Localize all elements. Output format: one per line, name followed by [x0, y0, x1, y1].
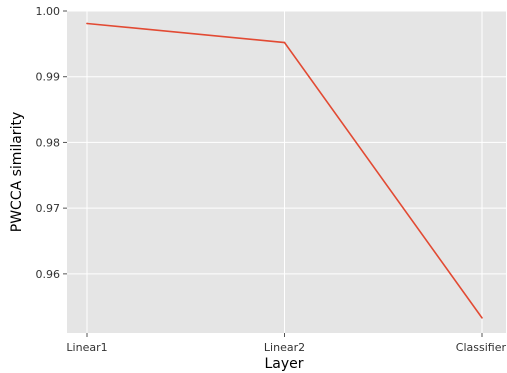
plot-area — [67, 11, 506, 333]
y-tick-label: 1.00 — [36, 5, 61, 18]
data-point — [481, 317, 483, 319]
x-tick-label: Linear1 — [66, 341, 107, 354]
y-tick-label: 0.96 — [36, 268, 61, 281]
data-point — [86, 22, 88, 25]
y-tick-label: 0.99 — [36, 71, 61, 84]
x-tick-label: Classifier — [456, 341, 507, 354]
y-axis-ticks: 0.96 0.97 0.98 0.99 1.00 — [36, 5, 67, 281]
data-point — [283, 41, 286, 44]
y-axis-label: PWCCA similarity — [9, 112, 25, 232]
series-layer — [86, 22, 483, 319]
x-axis-ticks: Linear1 Linear2 Classifier — [66, 333, 506, 354]
y-tick-label: 0.98 — [36, 136, 61, 149]
x-axis-label: Layer — [264, 356, 303, 372]
x-tick-label: Linear2 — [264, 341, 305, 354]
grid-lines — [67, 10, 506, 333]
y-tick-label: 0.97 — [36, 202, 61, 215]
